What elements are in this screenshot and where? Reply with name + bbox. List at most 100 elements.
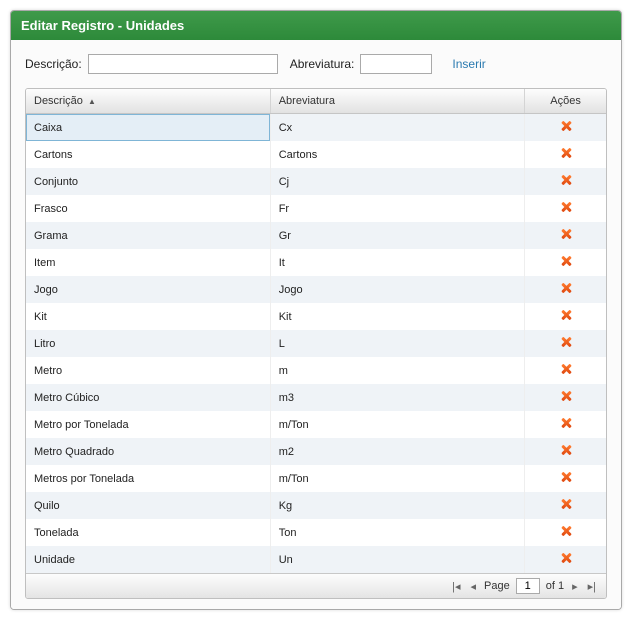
table-row[interactable]: QuiloKg: [26, 492, 606, 519]
edit-record-panel: Editar Registro - Unidades Descrição: Ab…: [10, 10, 622, 610]
abreviatura-label: Abreviatura:: [290, 57, 355, 71]
table-row[interactable]: Metro Quadradom2: [26, 438, 606, 465]
delete-icon[interactable]: [559, 497, 573, 511]
pager-of-label: of 1: [546, 580, 564, 592]
cell-abreviatura: Fr: [270, 195, 524, 222]
cell-acoes: [525, 465, 606, 492]
table-row[interactable]: ConjuntoCj: [26, 168, 606, 195]
abreviatura-input[interactable]: [360, 54, 432, 74]
delete-icon[interactable]: [559, 470, 573, 484]
delete-icon[interactable]: [559, 308, 573, 322]
cell-abreviatura: L: [270, 330, 524, 357]
delete-icon[interactable]: [559, 173, 573, 187]
sort-asc-icon: ▲: [88, 97, 96, 106]
table-row[interactable]: LitroL: [26, 330, 606, 357]
pager-next-icon[interactable]: ▸: [570, 580, 580, 593]
cell-abreviatura: Gr: [270, 222, 524, 249]
delete-icon[interactable]: [559, 119, 573, 133]
cell-acoes: [525, 384, 606, 411]
table-row[interactable]: JogoJogo: [26, 276, 606, 303]
column-header-descricao[interactable]: Descrição ▲: [26, 89, 270, 114]
cell-acoes: [525, 222, 606, 249]
pager: |◂ ◂ Page of 1 ▸ ▸|: [26, 573, 606, 598]
table-row[interactable]: ToneladaTon: [26, 519, 606, 546]
table-row[interactable]: Metrom: [26, 357, 606, 384]
delete-icon[interactable]: [559, 200, 573, 214]
table-row[interactable]: ItemIt: [26, 249, 606, 276]
cell-abreviatura: Ton: [270, 519, 524, 546]
table-row[interactable]: Metro Cúbicom3: [26, 384, 606, 411]
table-row[interactable]: Metro por Toneladam/Ton: [26, 411, 606, 438]
delete-icon[interactable]: [559, 524, 573, 538]
cell-descricao: Metro Cúbico: [26, 384, 270, 411]
delete-icon[interactable]: [559, 335, 573, 349]
table-row[interactable]: UnidadeUn: [26, 546, 606, 573]
table-row[interactable]: GramaGr: [26, 222, 606, 249]
cell-descricao: Jogo: [26, 276, 270, 303]
cell-abreviatura: It: [270, 249, 524, 276]
panel-body: Descrição: Abreviatura: Inserir Descriçã…: [11, 40, 621, 609]
insert-link[interactable]: Inserir: [452, 57, 485, 71]
cell-acoes: [525, 330, 606, 357]
table-row[interactable]: Metros por Toneladam/Ton: [26, 465, 606, 492]
pager-first-icon[interactable]: |◂: [450, 580, 462, 593]
table-row[interactable]: FrascoFr: [26, 195, 606, 222]
cell-descricao: Metros por Tonelada: [26, 465, 270, 492]
cell-acoes: [525, 438, 606, 465]
cell-abreviatura: m/Ton: [270, 465, 524, 492]
cell-descricao: Litro: [26, 330, 270, 357]
cell-acoes: [525, 276, 606, 303]
cell-descricao: Metro Quadrado: [26, 438, 270, 465]
cell-descricao: Metro por Tonelada: [26, 411, 270, 438]
delete-icon[interactable]: [559, 146, 573, 160]
descricao-label: Descrição:: [25, 57, 82, 71]
cell-acoes: [525, 357, 606, 384]
delete-icon[interactable]: [559, 362, 573, 376]
delete-icon[interactable]: [559, 281, 573, 295]
cell-descricao: Quilo: [26, 492, 270, 519]
delete-icon[interactable]: [559, 254, 573, 268]
cell-descricao: Metro: [26, 357, 270, 384]
cell-descricao: Tonelada: [26, 519, 270, 546]
delete-icon[interactable]: [559, 551, 573, 565]
cell-acoes: [525, 519, 606, 546]
panel-title: Editar Registro - Unidades: [11, 11, 621, 40]
cell-acoes: [525, 168, 606, 195]
delete-icon[interactable]: [559, 416, 573, 430]
cell-abreviatura: Kg: [270, 492, 524, 519]
pager-page-label: Page: [484, 580, 510, 592]
column-header-abreviatura[interactable]: Abreviatura: [270, 89, 524, 114]
pager-prev-icon[interactable]: ◂: [468, 580, 478, 593]
cell-descricao: Grama: [26, 222, 270, 249]
delete-icon[interactable]: [559, 227, 573, 241]
cell-descricao: Caixa: [26, 114, 270, 142]
pager-last-icon[interactable]: ▸|: [586, 580, 598, 593]
table-row[interactable]: CaixaCx: [26, 114, 606, 142]
pager-page-input[interactable]: [516, 578, 540, 594]
cell-descricao: Frasco: [26, 195, 270, 222]
form-row: Descrição: Abreviatura: Inserir: [25, 54, 607, 74]
units-grid: Descrição ▲ Abreviatura Ações CaixaCxCar…: [25, 88, 607, 599]
cell-abreviatura: Cj: [270, 168, 524, 195]
delete-icon[interactable]: [559, 443, 573, 457]
cell-acoes: [525, 249, 606, 276]
cell-descricao: Conjunto: [26, 168, 270, 195]
cell-descricao: Item: [26, 249, 270, 276]
cell-acoes: [525, 492, 606, 519]
cell-acoes: [525, 141, 606, 168]
cell-descricao: Unidade: [26, 546, 270, 573]
cell-acoes: [525, 303, 606, 330]
cell-abreviatura: Jogo: [270, 276, 524, 303]
cell-abreviatura: Kit: [270, 303, 524, 330]
table-row[interactable]: KitKit: [26, 303, 606, 330]
cell-descricao: Kit: [26, 303, 270, 330]
table-row[interactable]: CartonsCartons: [26, 141, 606, 168]
cell-descricao: Cartons: [26, 141, 270, 168]
column-header-acoes[interactable]: Ações: [525, 89, 606, 114]
descricao-input[interactable]: [88, 54, 278, 74]
cell-abreviatura: Cx: [270, 114, 524, 142]
cell-abreviatura: Un: [270, 546, 524, 573]
cell-acoes: [525, 114, 606, 142]
cell-acoes: [525, 411, 606, 438]
delete-icon[interactable]: [559, 389, 573, 403]
